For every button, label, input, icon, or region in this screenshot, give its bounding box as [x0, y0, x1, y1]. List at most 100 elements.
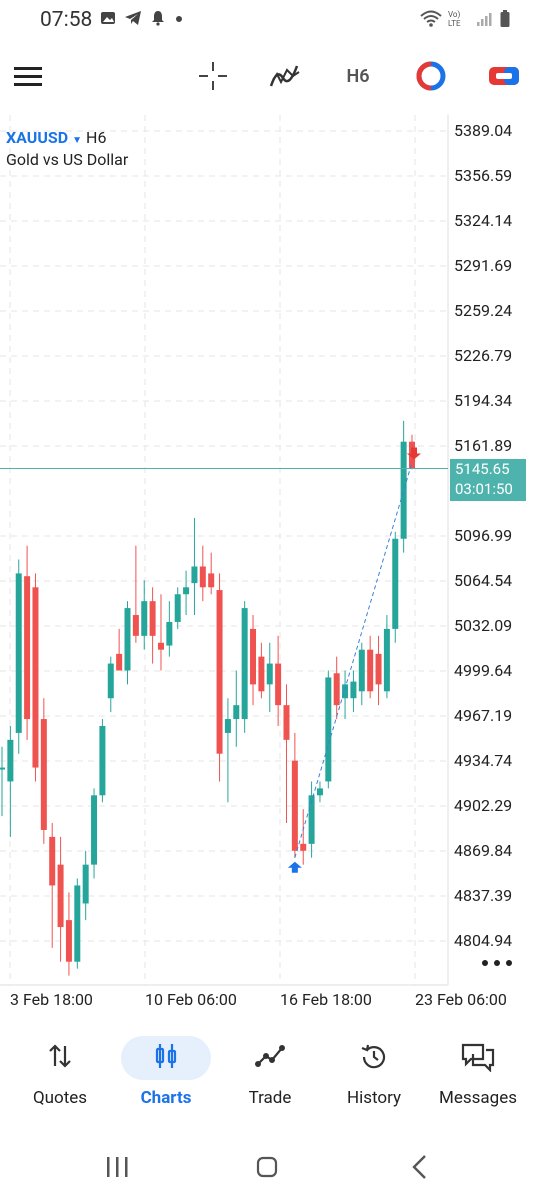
price-label: 4967.19 [454, 706, 513, 725]
candle-body [392, 538, 399, 629]
hamburger-menu-icon [14, 67, 42, 86]
candle-body [367, 649, 374, 692]
nav-trade[interactable]: Trade [216, 1030, 324, 1120]
active-tab-indicator [121, 1036, 211, 1080]
date-label: 16 Feb 18:00 [280, 990, 372, 1009]
menu-button[interactable] [8, 48, 48, 104]
candle-body [291, 760, 298, 851]
candle-body [250, 628, 257, 685]
nav-quotes[interactable]: Quotes [6, 1030, 114, 1120]
signal-icon [477, 13, 492, 26]
candle-body [208, 573, 215, 588]
back-icon[interactable] [410, 1154, 428, 1180]
candle-body [149, 601, 156, 636]
candle-body [107, 663, 114, 699]
candle-body [233, 705, 240, 720]
candle-body [116, 653, 123, 671]
dot-icon [176, 16, 182, 22]
candle-body [91, 795, 98, 865]
candle-body [65, 920, 72, 962]
price-label: 4837.39 [454, 886, 513, 905]
nav-charts-label: Charts [140, 1088, 192, 1108]
candle-body [24, 576, 31, 720]
candle-body [191, 566, 198, 584]
candle-body [316, 788, 323, 796]
price-label: 5226.79 [454, 346, 513, 365]
system-navigation-bar [0, 1140, 540, 1200]
price-chart[interactable] [0, 115, 540, 1025]
notification-icons [100, 10, 184, 26]
nav-messages[interactable]: Messages [424, 1030, 532, 1120]
candle-body [166, 621, 173, 646]
quotes-icon [49, 1044, 71, 1068]
price-label: 5064.54 [454, 571, 513, 590]
candle-body [99, 725, 106, 796]
history-icon [361, 1044, 386, 1069]
candle-body [183, 587, 190, 595]
more-options-icon[interactable] [480, 958, 514, 968]
candle-body [32, 587, 39, 768]
candle-body [141, 601, 148, 636]
candle-body [325, 677, 332, 782]
indicator-icon [269, 65, 300, 87]
candle-body [283, 705, 290, 740]
price-label: 5389.04 [454, 121, 513, 140]
price-label: 5161.89 [454, 436, 513, 455]
indicators-button[interactable] [266, 48, 304, 104]
date-label: 3 Feb 18:00 [10, 990, 93, 1009]
chart-symbol-header[interactable]: XAUUSD ▼ H6 [6, 128, 106, 147]
timeframe-button[interactable]: H6 [338, 48, 378, 104]
nav-history-label: History [346, 1088, 402, 1108]
candle-body [124, 608, 131, 671]
candle-body [258, 656, 265, 692]
candle-body [308, 795, 315, 844]
candle-body [216, 590, 223, 754]
charts-icon [155, 1044, 177, 1068]
candle-body [375, 653, 382, 685]
candle-body [57, 864, 64, 928]
symbol-description: Gold vs US Dollar [6, 150, 129, 169]
symbol-dropdown-icon[interactable]: ▼ [72, 135, 83, 146]
chart-timeframe: H6 [86, 128, 107, 147]
candle-body [174, 594, 181, 622]
candle-body [400, 441, 407, 539]
candle-body [74, 885, 81, 962]
price-label: 4999.64 [454, 661, 513, 680]
recent-apps-icon[interactable] [106, 1156, 130, 1178]
price-label: 4902.29 [454, 796, 513, 815]
bell-icon [152, 11, 164, 26]
sell-arrow-icon [407, 447, 421, 460]
candle-body [241, 608, 248, 720]
telegram-icon [125, 11, 141, 25]
battery-icon [500, 10, 510, 27]
candle-body [49, 836, 56, 886]
price-label: 5032.09 [454, 616, 513, 635]
one-click-trading-button[interactable] [412, 48, 450, 104]
trade-icon [255, 1045, 285, 1067]
price-label: 4869.84 [454, 841, 513, 860]
price-label: 5194.34 [454, 391, 513, 410]
timeframe-label: H6 [346, 65, 370, 87]
bar-countdown: 03:01:50 [455, 480, 513, 498]
nav-history[interactable]: History [320, 1030, 428, 1120]
candle-body [275, 663, 282, 706]
gallery-icon [101, 12, 115, 24]
candle-body [15, 573, 22, 733]
bottom-navigation: Quotes Charts Trade History Messages [0, 1030, 540, 1120]
home-icon[interactable] [256, 1156, 278, 1178]
current-price: 5145.65 [455, 460, 510, 478]
date-label: 10 Feb 06:00 [145, 990, 237, 1009]
trade-panel-button[interactable] [484, 48, 524, 104]
price-label: 4934.74 [454, 751, 513, 770]
nav-charts[interactable]: Charts [112, 1030, 220, 1120]
crosshair-button[interactable] [194, 48, 232, 104]
symbol-name[interactable]: XAUUSD [6, 128, 69, 147]
candle-body [0, 767, 5, 770]
price-label: 5324.14 [454, 211, 513, 230]
nav-messages-label: Messages [439, 1088, 517, 1108]
price-label: 5096.99 [454, 526, 513, 545]
messages-icon [461, 1043, 495, 1072]
status-bar: 07:58 Vo) LTE [0, 0, 540, 40]
network-label: Vo) LTE [448, 10, 461, 28]
status-time: 07:58 [40, 8, 93, 32]
